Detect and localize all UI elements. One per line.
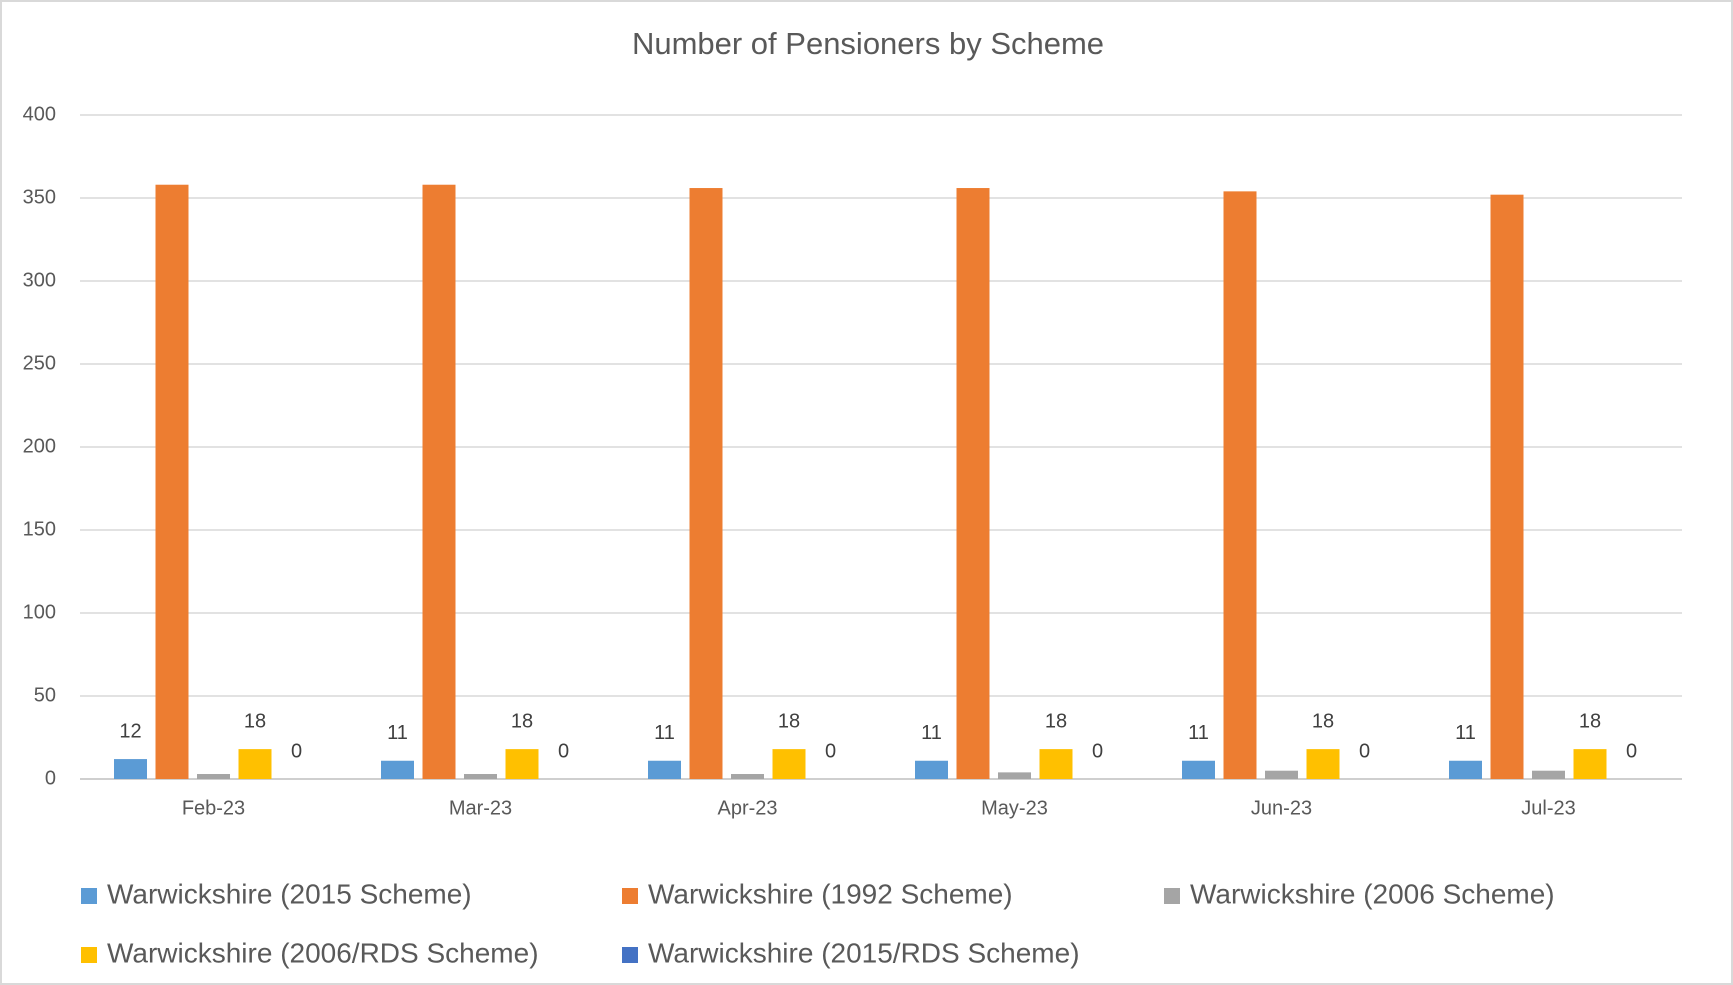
data-label: 0 [1092, 740, 1103, 762]
data-label: 0 [1626, 740, 1637, 762]
x-tick-label: Mar-23 [449, 797, 512, 819]
data-label: 18 [1045, 710, 1067, 732]
data-label: 18 [511, 710, 533, 732]
data-label: 11 [1455, 722, 1476, 744]
y-tick-label: 150 [23, 518, 56, 540]
bar [1532, 770, 1565, 779]
bar [114, 759, 147, 779]
legend-label: Warwickshire (1992 Scheme) [648, 878, 1013, 909]
y-tick-label: 100 [23, 601, 56, 623]
bar [238, 749, 272, 779]
data-label: 18 [1579, 710, 1601, 732]
y-tick-label: 50 [34, 684, 56, 706]
bar [956, 188, 990, 780]
bar [689, 188, 723, 780]
data-label: 18 [778, 710, 800, 732]
bar [1573, 749, 1607, 779]
bar [1490, 194, 1524, 779]
bar [155, 184, 189, 780]
data-label: 11 [1188, 722, 1209, 744]
legend-label: Warwickshire (2006 Scheme) [1190, 878, 1555, 909]
bar [998, 772, 1031, 779]
bar [1306, 749, 1340, 779]
x-tick-label: Apr-23 [717, 797, 777, 819]
legend-swatch [81, 888, 97, 904]
x-tick-label: Jul-23 [1521, 797, 1575, 819]
bar [1223, 191, 1257, 780]
y-tick-label: 250 [23, 352, 56, 374]
data-label: 18 [244, 710, 266, 732]
bar [422, 184, 456, 780]
bar [1039, 749, 1073, 779]
bar [381, 760, 414, 779]
legend-swatch [1164, 888, 1180, 904]
data-label: 18 [1312, 710, 1334, 732]
data-label: 0 [825, 740, 836, 762]
bar [1182, 760, 1215, 779]
data-label: 11 [654, 722, 675, 744]
bar [772, 749, 806, 779]
y-tick-label: 200 [23, 435, 56, 457]
x-tick-label: May-23 [981, 797, 1048, 819]
bar [464, 774, 497, 779]
legend-label: Warwickshire (2006/RDS Scheme) [107, 937, 539, 968]
y-tick-label: 400 [23, 103, 56, 125]
legend-swatch [622, 888, 638, 904]
bar [197, 774, 230, 779]
data-label: 12 [119, 720, 141, 742]
legend-label: Warwickshire (2015 Scheme) [107, 878, 472, 909]
legend-swatch [622, 947, 638, 963]
bar [505, 749, 539, 779]
data-label: 0 [291, 740, 302, 762]
legend-swatch [81, 947, 97, 963]
bar [1265, 770, 1298, 779]
y-tick-label: 300 [23, 269, 56, 291]
y-tick-label: 0 [45, 767, 56, 789]
bar [1449, 760, 1482, 779]
data-label: 11 [387, 722, 408, 744]
legend-label: Warwickshire (2015/RDS Scheme) [648, 937, 1080, 968]
data-label: 11 [921, 722, 942, 744]
chart-title: Number of Pensioners by Scheme [632, 26, 1104, 61]
x-tick-label: Feb-23 [182, 797, 245, 819]
bar [731, 774, 764, 779]
bar [648, 760, 681, 779]
x-tick-label: Jun-23 [1251, 797, 1312, 819]
data-label: 0 [558, 740, 569, 762]
data-label: 0 [1359, 740, 1370, 762]
y-tick-label: 350 [23, 186, 56, 208]
bar [915, 760, 948, 779]
